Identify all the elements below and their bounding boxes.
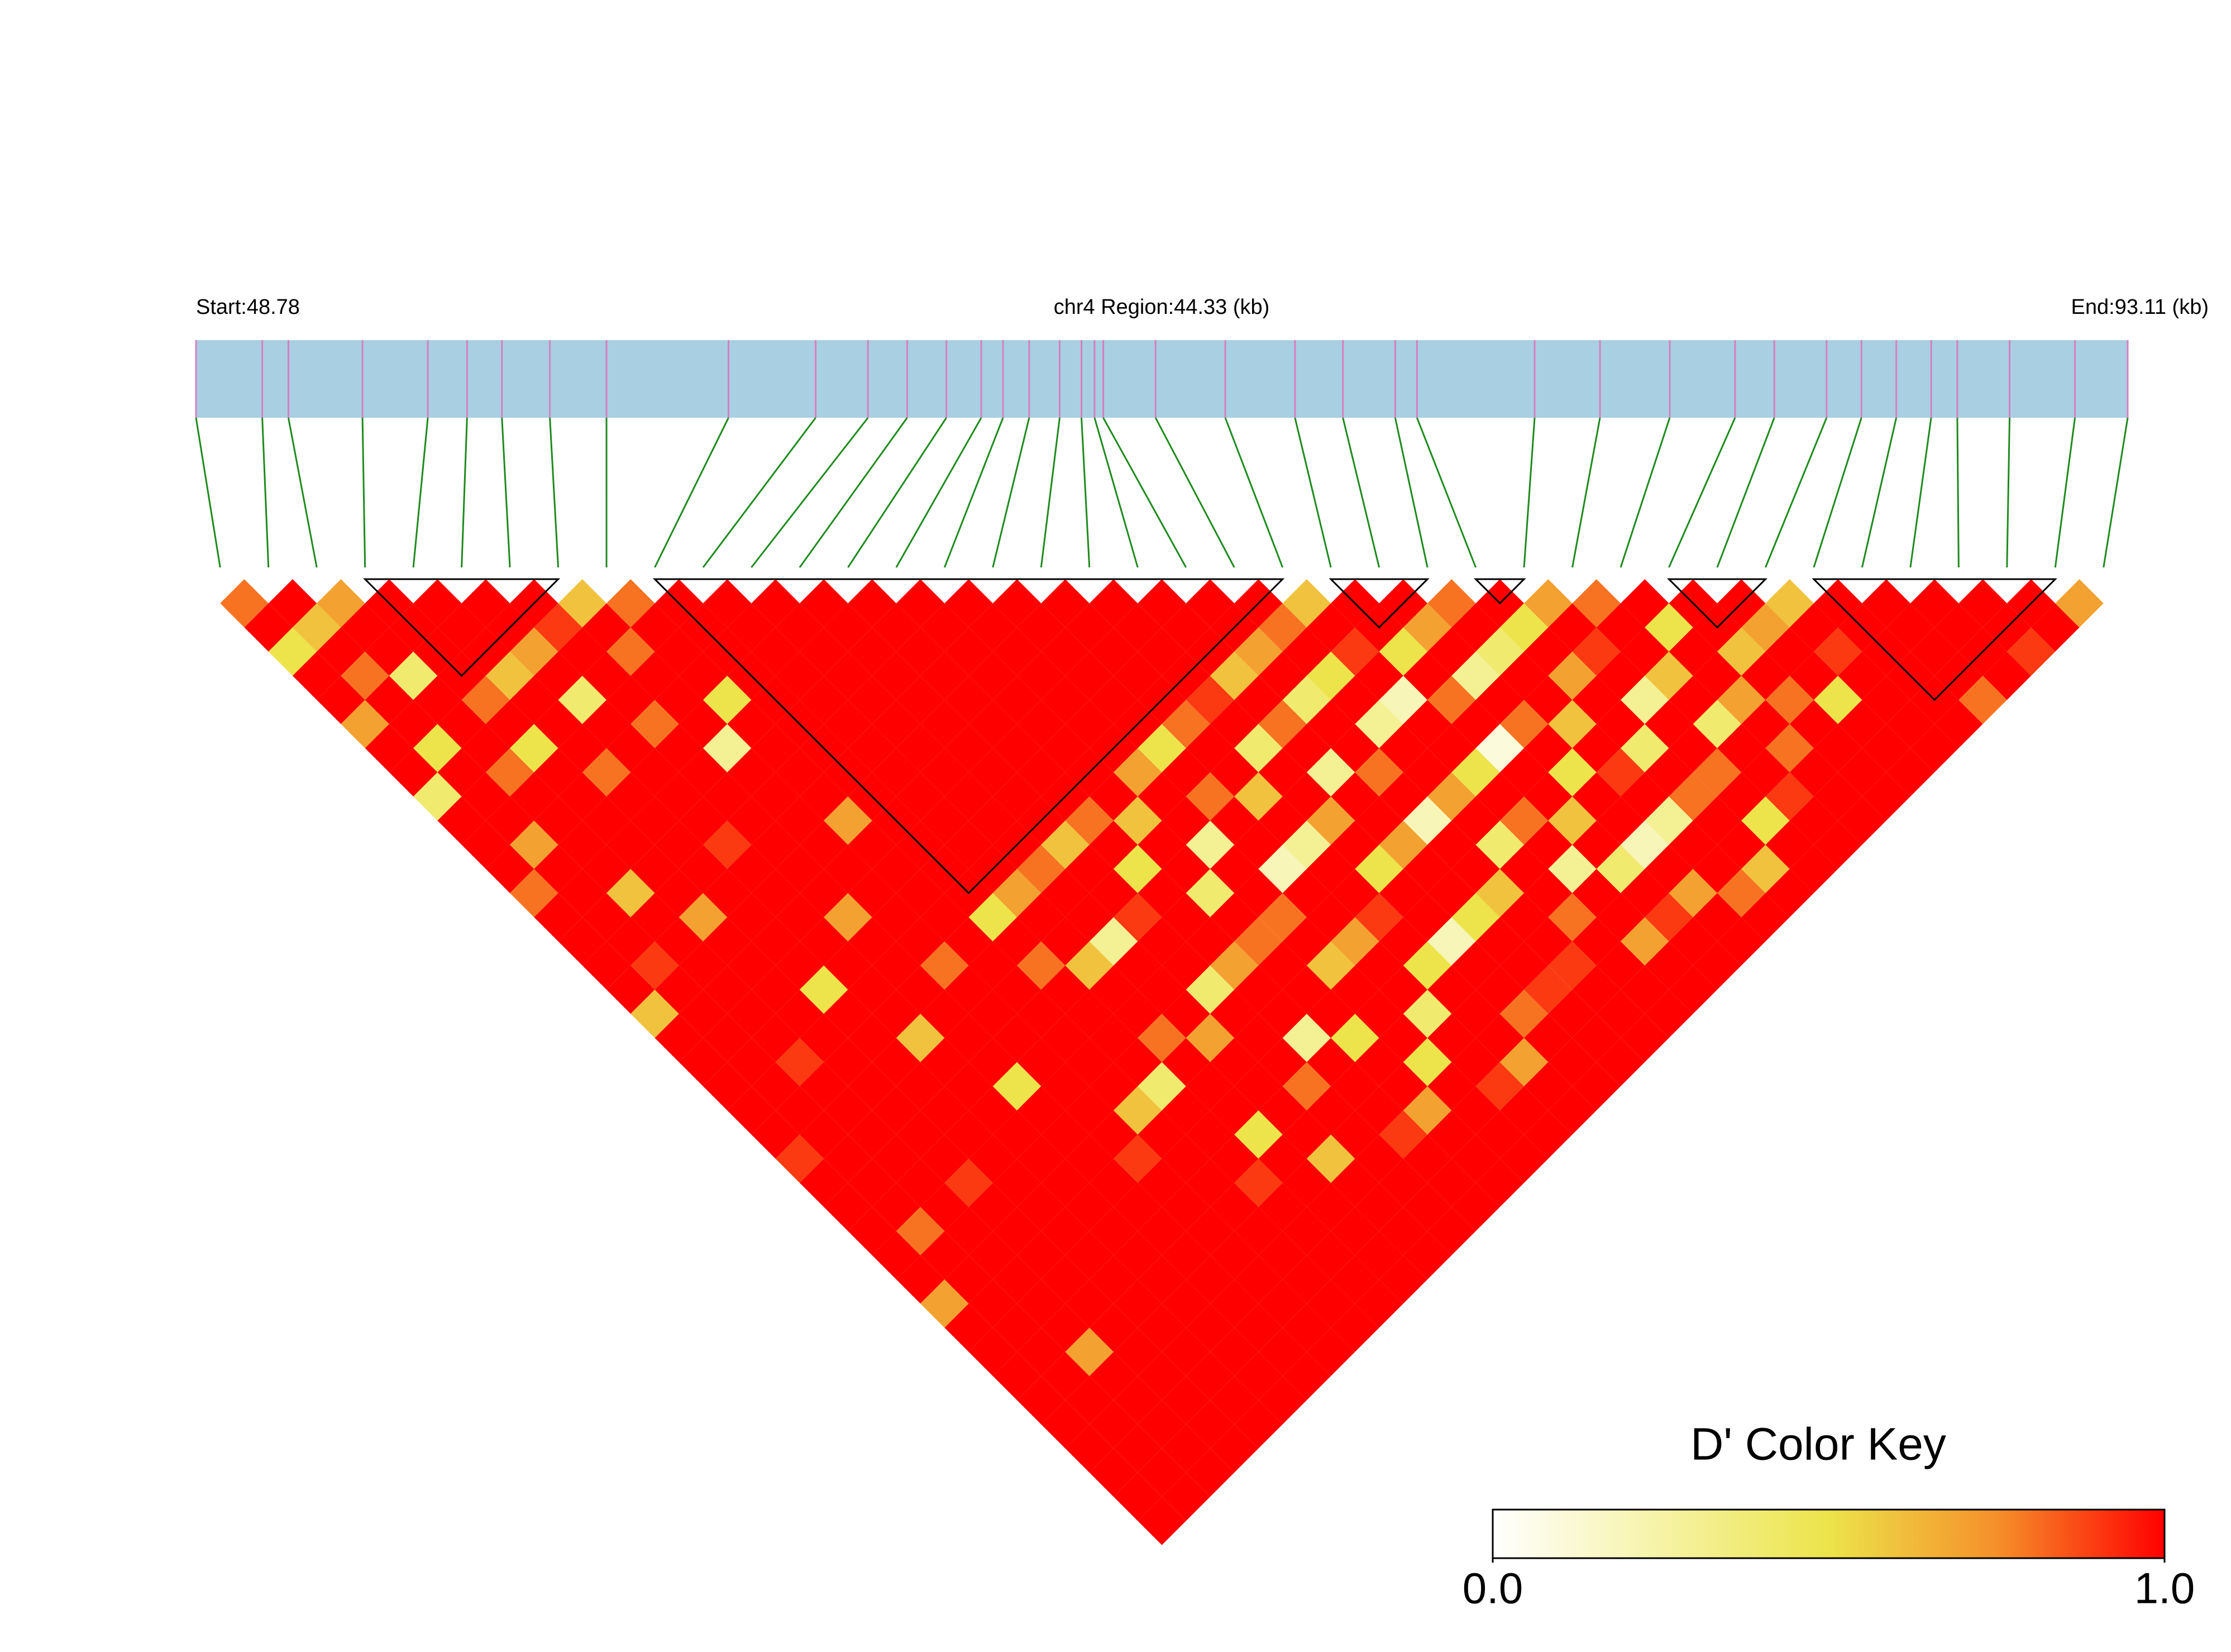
snp-connector xyxy=(1417,418,1475,567)
snp-connector xyxy=(993,418,1029,567)
color-key-bar xyxy=(1493,1510,2165,1558)
snp-connector xyxy=(2104,418,2128,567)
ld-cells xyxy=(220,579,2104,1545)
snp-connector xyxy=(1395,418,1427,567)
start-label: Start:48.78 xyxy=(196,295,300,319)
snp-connector xyxy=(413,418,428,567)
snp-connector xyxy=(1295,418,1331,567)
snp-connector xyxy=(1524,418,1535,567)
snp-connector xyxy=(1621,418,1670,567)
key-tick-label: 1.0 xyxy=(2134,1564,2195,1613)
snp-connector xyxy=(462,418,467,567)
snp-connector xyxy=(1343,418,1379,567)
snp-connector xyxy=(1155,418,1234,567)
snp-connector xyxy=(550,418,558,567)
snp-connector xyxy=(896,418,981,567)
snp-connector xyxy=(1573,418,1601,567)
snp-connector xyxy=(751,418,868,567)
snp-connector xyxy=(196,418,220,567)
snp-connector xyxy=(362,418,365,567)
snp-connector xyxy=(288,418,317,567)
snp-connector xyxy=(502,418,510,567)
snp-connector xyxy=(1814,418,1861,567)
snp-connector xyxy=(1957,418,1958,567)
snp-connector xyxy=(2055,418,2075,567)
snp-connector xyxy=(655,418,729,567)
key-tick-label: 0.0 xyxy=(1463,1564,1523,1613)
snp-connector xyxy=(1910,418,1931,567)
end-label: End:93.11 (kb) xyxy=(2071,295,2209,319)
snp-connector xyxy=(2007,418,2010,567)
snp-connector xyxy=(262,418,269,567)
snp-connector xyxy=(1041,418,1059,567)
snp-connector xyxy=(1765,418,1826,567)
snp-connector xyxy=(1862,418,1896,567)
snp-connector xyxy=(1225,418,1283,567)
gene-bar xyxy=(196,340,2128,418)
chart-title: chr4 Region:44.33 (kb) xyxy=(1054,295,1270,319)
snp-connector xyxy=(1082,418,1090,567)
color-key-title: D' Color Key xyxy=(1690,1419,1946,1470)
snp-connector xyxy=(703,418,816,567)
snp-connector xyxy=(800,418,907,567)
snp-connector xyxy=(848,418,946,567)
snp-connector xyxy=(944,418,1003,567)
